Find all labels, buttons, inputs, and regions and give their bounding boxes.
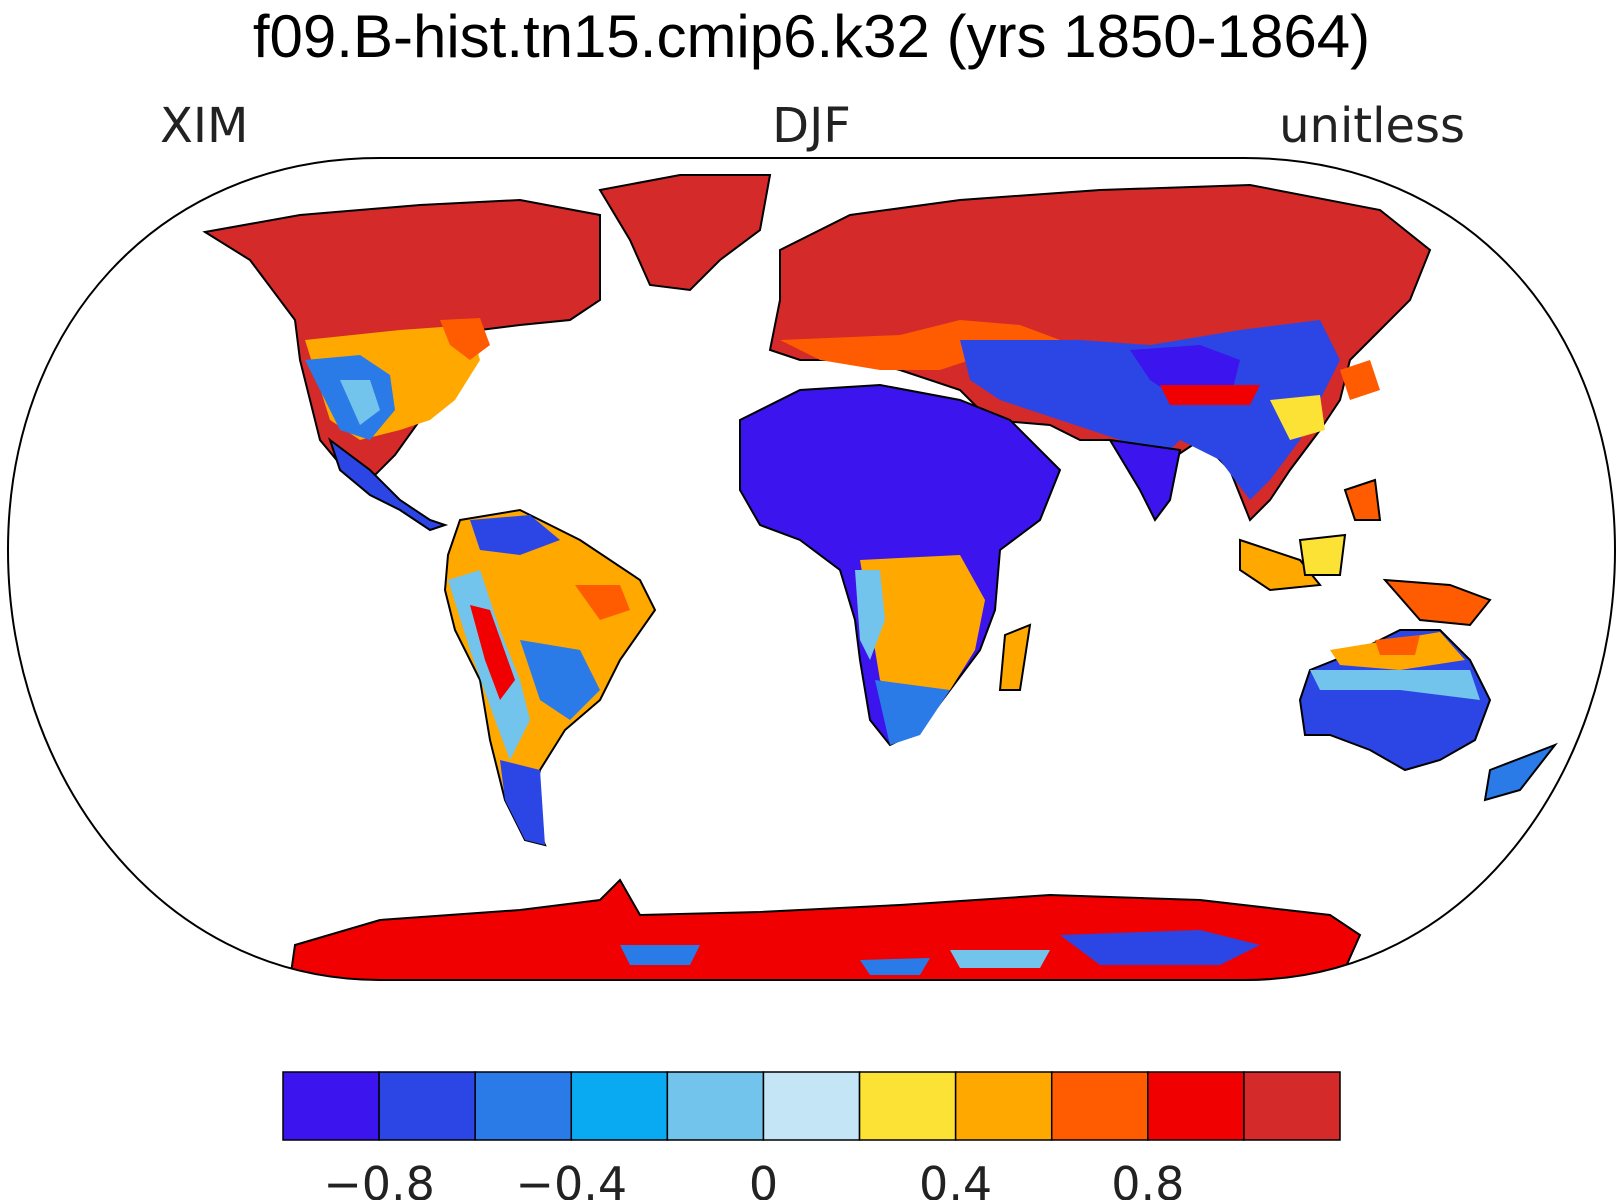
map-title: f09.B-hist.tn15.cmip6.k32 (yrs 1850-1864…	[252, 3, 1371, 70]
colorbar-swatch	[570, 1071, 669, 1141]
greenland-region	[598, 174, 772, 292]
colorbar-swatch	[858, 1071, 957, 1141]
map-border	[6, 157, 1617, 981]
colorbar-swatch	[1243, 1071, 1341, 1141]
colorbar-swatch	[474, 1071, 573, 1141]
colorbar-tick-label: 0	[749, 1157, 778, 1200]
season-label: DJF	[772, 98, 851, 154]
colorbar: −0.8 −0.4 0 0.4 0.8	[282, 1071, 1341, 1200]
colorbar-swatch	[1147, 1071, 1245, 1141]
colorbar-tick-label: 0.4	[919, 1157, 992, 1200]
colorbar-swatch	[666, 1071, 765, 1141]
colorbar-tick-label: −0.8	[323, 1157, 435, 1200]
variable-label: XIM	[160, 98, 249, 154]
colorbar-swatch	[378, 1071, 476, 1141]
colorbar-tick-label: −0.4	[515, 1157, 627, 1200]
colorbar-tick-label: 0.8	[1111, 1157, 1184, 1200]
colorbar-swatch	[282, 1071, 380, 1141]
colorbar-swatch	[954, 1071, 1053, 1141]
colorbar-swatch	[762, 1071, 861, 1141]
units-label: unitless	[1279, 98, 1465, 154]
map-land	[202, 174, 1558, 980]
colorbar-swatch	[1050, 1071, 1149, 1141]
